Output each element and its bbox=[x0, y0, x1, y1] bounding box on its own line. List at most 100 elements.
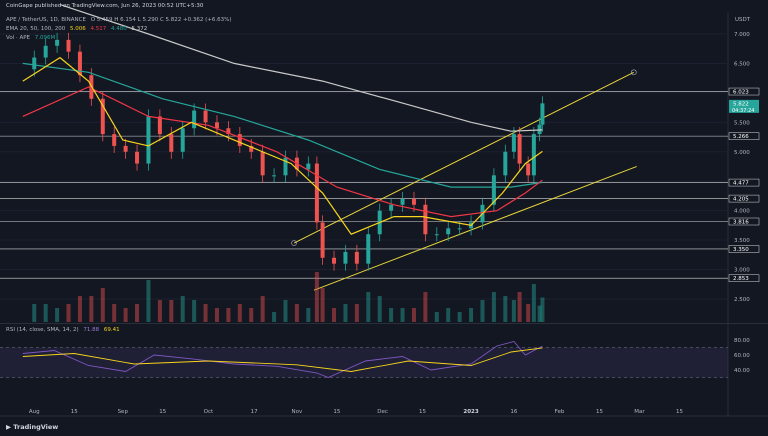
volume-bar bbox=[511, 300, 516, 322]
candle-body bbox=[272, 175, 277, 177]
rsi-legend[interactable]: RSI (14, close, SMA, 14, 2) 71.88 69.41 bbox=[6, 327, 120, 333]
volume-bar bbox=[469, 308, 474, 322]
volume-bar bbox=[32, 304, 37, 322]
currency-label: USDT bbox=[735, 17, 751, 23]
volume-bar bbox=[320, 288, 325, 322]
candle-body bbox=[112, 134, 117, 146]
volume-bar bbox=[249, 308, 254, 322]
volume-bar bbox=[446, 308, 451, 322]
candle-body bbox=[434, 234, 439, 236]
candle-body bbox=[123, 145, 128, 152]
candle-body bbox=[214, 122, 219, 129]
volume-bar bbox=[537, 305, 542, 322]
candle-body bbox=[540, 103, 545, 125]
ema20-line bbox=[22, 56, 543, 235]
volume-bar bbox=[517, 292, 522, 322]
tradingview-logo[interactable]: ▶ TradingView bbox=[6, 423, 58, 431]
price-tick-label: 2.500 bbox=[734, 297, 750, 303]
level-price-badge bbox=[728, 178, 760, 187]
candle-body bbox=[135, 151, 140, 164]
ema100-line bbox=[22, 62, 543, 188]
rsi-label: RSI (14, close, SMA, 14, 2) bbox=[6, 327, 79, 333]
volume-bar bbox=[192, 300, 197, 322]
volume-bar bbox=[491, 292, 496, 322]
candle-body bbox=[192, 110, 197, 129]
price-tick-label: 4.000 bbox=[734, 209, 750, 215]
candle-body bbox=[423, 204, 428, 235]
time-tick-label: 15 bbox=[419, 409, 426, 415]
candle-body bbox=[389, 204, 394, 211]
volume-legend[interactable]: Vol · APE 7.096M bbox=[6, 35, 55, 41]
price-level-label: 6.023 bbox=[733, 90, 749, 96]
published-note: CoinGape published on TradingView.com, J… bbox=[6, 3, 204, 9]
level-price-badge bbox=[728, 132, 760, 140]
price-tick-label: 3.000 bbox=[734, 268, 750, 274]
volume-bar bbox=[294, 304, 299, 322]
time-tick-label: 16 bbox=[510, 409, 517, 415]
rsi-tick-label: 40.00 bbox=[734, 368, 750, 374]
brand-name: TradingView bbox=[13, 423, 59, 431]
volume-bar bbox=[332, 308, 337, 322]
volume-bar bbox=[135, 304, 140, 322]
price-level-label: 5.822 bbox=[733, 101, 749, 107]
level-price-badge bbox=[728, 217, 760, 226]
time-tick-label: 15 bbox=[676, 409, 683, 415]
rsi-tick-label: 60.00 bbox=[734, 353, 750, 359]
volume-label: Vol · APE bbox=[6, 35, 31, 41]
volume-bar bbox=[400, 308, 405, 322]
candle-body bbox=[66, 39, 71, 52]
price-level-label: 2.853 bbox=[733, 276, 749, 282]
rsi-tick-label: 80.00 bbox=[734, 338, 750, 344]
trendline-anchor bbox=[291, 240, 297, 246]
ema100-value: 4.480 bbox=[110, 26, 127, 32]
candle-body bbox=[320, 222, 325, 258]
volume-bar bbox=[457, 312, 462, 322]
rsi-band bbox=[0, 347, 728, 378]
volume-bar bbox=[540, 297, 545, 322]
candle-body bbox=[260, 151, 265, 176]
volume-bar bbox=[260, 296, 265, 322]
candle-body bbox=[332, 257, 337, 264]
candle-body bbox=[43, 45, 48, 58]
candle-body bbox=[55, 39, 60, 46]
candle-body bbox=[237, 134, 242, 146]
candle-body bbox=[531, 134, 536, 176]
channel-lower-trendline bbox=[313, 166, 637, 291]
time-tick-label: 17 bbox=[251, 409, 258, 415]
price-tick-label: 3.500 bbox=[734, 238, 750, 244]
ema-label: EMA 20, 50, 100, 200 bbox=[6, 26, 66, 32]
candle-body bbox=[249, 145, 254, 152]
volume-bar bbox=[66, 304, 71, 322]
volume-bar bbox=[237, 304, 242, 322]
volume-bar bbox=[531, 284, 536, 322]
time-tick-label: 2023 bbox=[463, 409, 478, 415]
volume-bar bbox=[366, 292, 371, 322]
candle-body bbox=[343, 251, 348, 264]
candle-body bbox=[491, 175, 496, 205]
candle-body bbox=[77, 51, 82, 76]
price-pane bbox=[0, 12, 728, 322]
candle-body bbox=[511, 134, 516, 152]
candle-body bbox=[446, 228, 451, 235]
time-tick-label: 15 bbox=[71, 409, 78, 415]
rsi-sma-line bbox=[22, 347, 543, 372]
volume-bar bbox=[377, 296, 382, 322]
candle-body bbox=[503, 151, 508, 176]
volume-bar bbox=[123, 308, 128, 322]
ema-legend[interactable]: EMA 20, 50, 100, 200 5.006 4.517 4.480 5… bbox=[6, 26, 147, 32]
volume-bar bbox=[526, 304, 531, 322]
symbol-line: APE / TetherUS, 1D, BINANCE O 5.459 H 6.… bbox=[6, 17, 232, 23]
tradingview-icon: ▶ bbox=[6, 423, 14, 431]
volume-bar bbox=[503, 296, 508, 322]
level-price-badge bbox=[728, 274, 760, 282]
candle-body bbox=[100, 98, 105, 135]
volume-bar bbox=[272, 312, 277, 322]
volume-bar bbox=[43, 304, 48, 322]
ema200-value: 5.372 bbox=[131, 26, 148, 32]
symbol-name[interactable]: APE / TetherUS, 1D, BINANCE bbox=[6, 17, 86, 23]
trendline-anchor bbox=[630, 69, 637, 76]
candle-body bbox=[226, 128, 231, 135]
candle-body bbox=[169, 134, 174, 152]
ema20-value: 5.006 bbox=[69, 26, 86, 32]
